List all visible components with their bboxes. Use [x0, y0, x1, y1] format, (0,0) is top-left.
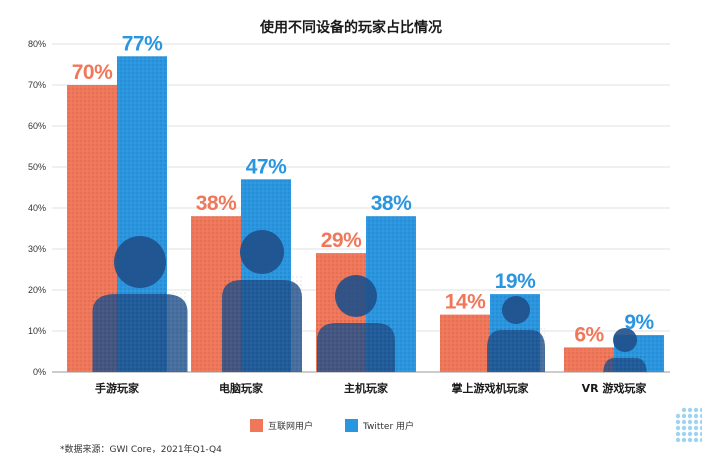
legend-swatch: [250, 419, 263, 432]
y-tick-label: 30%: [28, 244, 46, 254]
data-label: 70%: [72, 61, 113, 84]
data-label: 38%: [371, 192, 412, 215]
x-tick-label: VR 游戏玩家: [582, 381, 648, 395]
y-tick-label: 40%: [28, 203, 46, 213]
y-tick-label: 20%: [28, 285, 46, 295]
legend-label: Twitter 用户: [362, 420, 414, 432]
source-note: *数据来源：GWI Core，2021年Q1-Q4: [60, 443, 222, 455]
y-tick-label: 10%: [28, 326, 46, 336]
chart-title: 使用不同设备的玩家占比情况: [259, 19, 442, 36]
legend-swatch: [345, 419, 358, 432]
x-tick-label: 主机玩家: [344, 381, 389, 395]
data-label: 38%: [196, 192, 237, 215]
person-photo-icon: [603, 328, 647, 376]
data-label: 14%: [445, 291, 486, 314]
bar-texture: [440, 314, 490, 372]
data-label: 9%: [624, 311, 654, 334]
data-label: 47%: [246, 155, 287, 178]
person-photo-icon: [487, 296, 545, 372]
decorative-dots-icon: [675, 407, 702, 443]
y-tick-label: 70%: [28, 80, 46, 90]
data-label: 6%: [574, 323, 604, 346]
legend-item: 互联网用户: [250, 419, 313, 432]
y-tick-label: 0%: [33, 367, 46, 377]
person-photo-icon: [92, 236, 188, 372]
y-tick-label: 50%: [28, 162, 46, 172]
legend-label: 互联网用户: [268, 420, 313, 432]
y-tick-label: 80%: [28, 39, 46, 49]
legend-item: Twitter 用户: [345, 419, 414, 432]
data-label: 77%: [122, 32, 163, 55]
x-tick-label: 电脑玩家: [219, 381, 264, 395]
y-tick-label: 60%: [28, 121, 46, 131]
x-tick-label: 手游玩家: [95, 381, 140, 395]
data-label: 29%: [321, 229, 362, 252]
person-photo-icon: [317, 275, 395, 372]
x-tick-label: 掌上游戏机玩家: [452, 381, 530, 395]
data-label: 19%: [495, 270, 536, 293]
person-photo-icon: [222, 230, 302, 372]
